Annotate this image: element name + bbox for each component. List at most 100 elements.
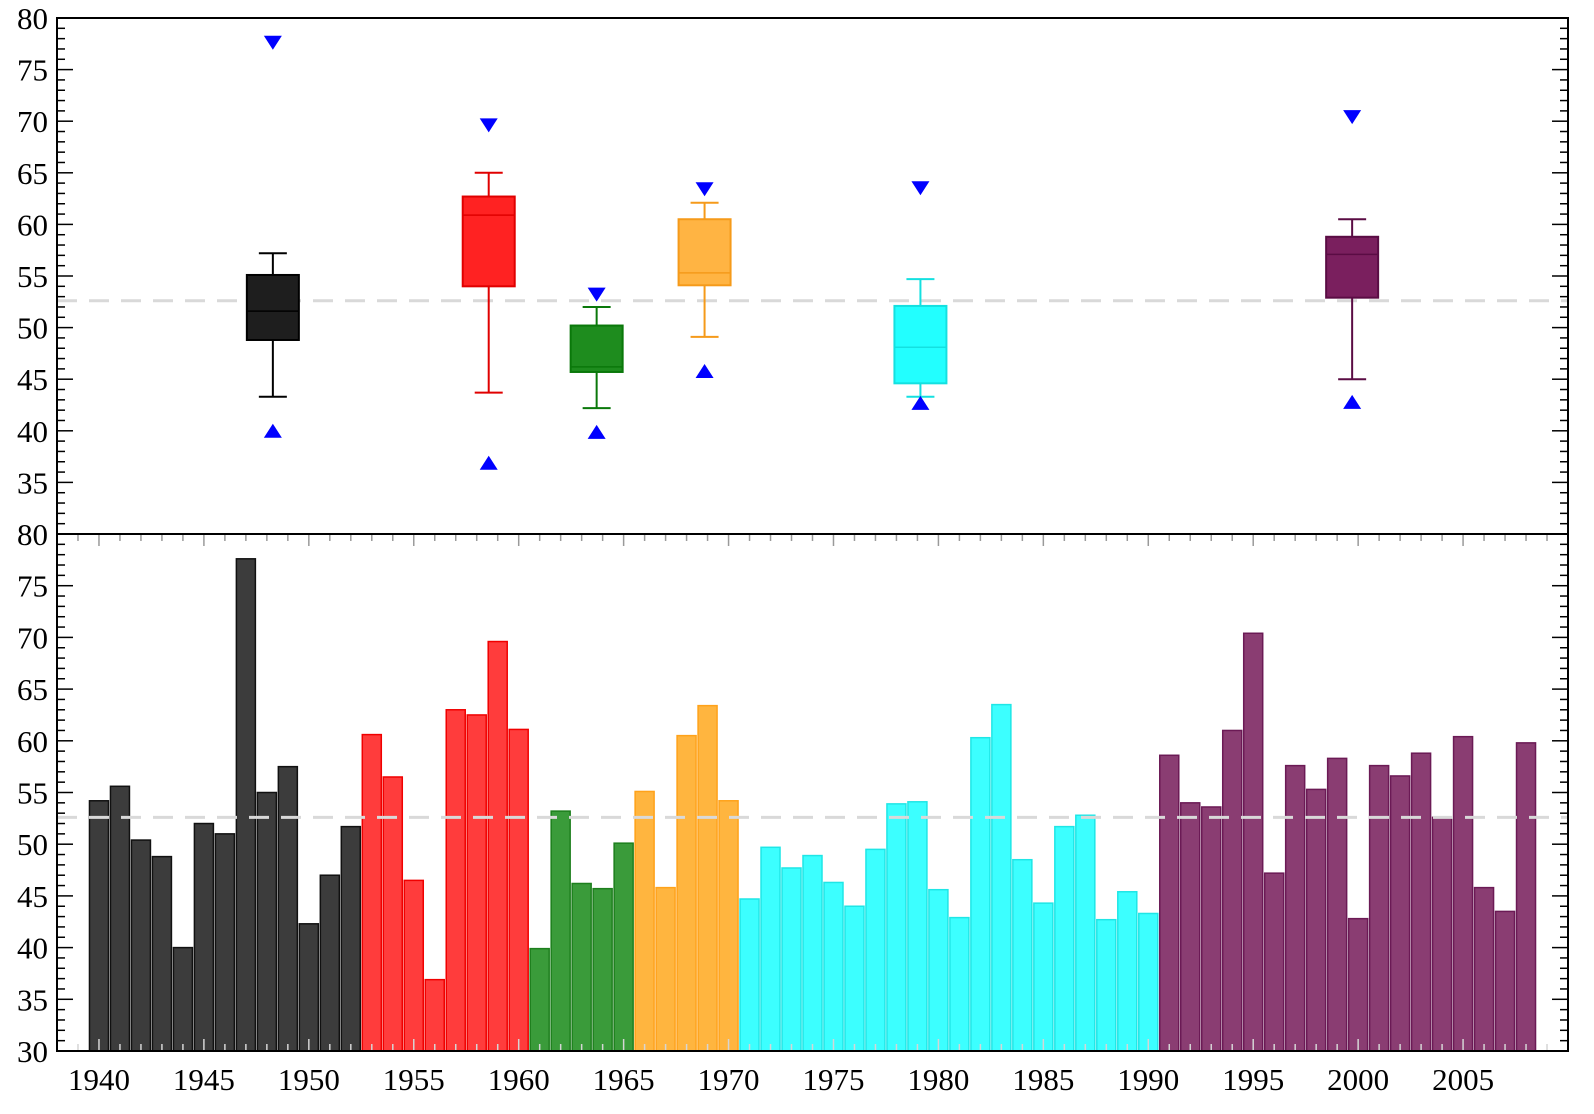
y-tick-label: 75 (17, 53, 48, 88)
y-tick-label: 60 (17, 207, 48, 242)
bottom-plot-frame (56, 533, 1569, 1052)
bar-1963 (571, 882, 592, 1052)
y-tick-label: 75 (17, 569, 48, 604)
box-plot-1 (245, 35, 300, 438)
x-tick-label: 1965 (593, 1062, 655, 1097)
bar-1997 (1284, 764, 1306, 1052)
bar-2006 (1473, 886, 1495, 1052)
x-tick-label: 1990 (1117, 1062, 1179, 1097)
bar-2005 (1452, 735, 1474, 1052)
bar-1941 (109, 785, 131, 1052)
bar-1972 (760, 846, 781, 1052)
bar-1944 (172, 946, 194, 1052)
bar-1991 (1159, 754, 1180, 1052)
bar-1950 (298, 923, 320, 1052)
box (245, 273, 300, 341)
box-plot-5 (893, 181, 948, 410)
bar-1995 (1242, 632, 1264, 1052)
min-marker (479, 455, 498, 470)
y-tick-label: 35 (17, 465, 48, 500)
y-tick-label: 30 (17, 1034, 48, 1069)
y-tick-label: 80 (17, 1, 48, 36)
x-tick-label: 1955 (383, 1062, 445, 1097)
x-tick-label: 1975 (802, 1062, 864, 1097)
box-plot-2 (461, 118, 516, 470)
bar-1960 (508, 728, 529, 1052)
bar-1992 (1180, 802, 1201, 1052)
bar-1949 (277, 765, 299, 1052)
bar-1976 (844, 905, 865, 1052)
y-tick-label: 45 (17, 879, 48, 914)
y-tick-label: 60 (17, 724, 48, 759)
bar-1962 (550, 810, 571, 1052)
bar-1952 (340, 825, 362, 1052)
bar-1986 (1054, 825, 1075, 1052)
y-axis: 80 75 70 65 60 55 50 45 40 35 30 (17, 517, 1568, 1069)
bar-1948 (256, 791, 278, 1052)
box-plot-4 (677, 182, 732, 378)
y-axis: 80 75 70 65 60 55 50 45 40 35 (17, 1, 1568, 535)
y-tick-label: 65 (17, 156, 48, 191)
bar-1957 (445, 709, 466, 1052)
y-tick-label: 45 (17, 362, 48, 397)
bar-1982 (970, 736, 991, 1052)
x-tick-label: 1950 (278, 1062, 340, 1097)
x-tick-label: 1960 (488, 1062, 550, 1097)
y-tick-label: 40 (17, 414, 48, 449)
x-tick-label: 1995 (1222, 1062, 1284, 1097)
bar-1983 (991, 703, 1012, 1052)
bar-1959 (487, 640, 508, 1052)
bar-1999 (1326, 757, 1348, 1052)
bar-1980 (928, 888, 949, 1052)
box (893, 304, 948, 385)
x-tick-label: 2000 (1327, 1062, 1389, 1097)
bar-1956 (424, 978, 445, 1052)
bar-chart-panel: 1940 1945 1950 1955 1960 1965 1970 1975 1980 1985… (17, 517, 1569, 1097)
box (461, 195, 516, 288)
x-tick-label: 1985 (1012, 1062, 1074, 1097)
bar-1988 (1096, 918, 1117, 1052)
bar-1978 (886, 803, 907, 1052)
max-marker (479, 118, 498, 133)
y-tick-label: 70 (17, 620, 48, 655)
min-marker (1343, 394, 1362, 409)
bar-1993 (1200, 806, 1222, 1052)
bar-1998 (1305, 788, 1327, 1052)
bar-series-1 (88, 558, 362, 1052)
min-marker (911, 395, 930, 410)
y-tick-label: 70 (17, 104, 48, 139)
bar-1942 (130, 839, 152, 1052)
bar-1951 (319, 874, 341, 1052)
bar-1955 (403, 879, 425, 1052)
bar-1947 (235, 558, 257, 1052)
y-tick-label: 50 (17, 311, 48, 346)
bar-2001 (1368, 764, 1390, 1052)
max-marker (1343, 110, 1362, 125)
y-tick-label: 55 (17, 776, 48, 811)
min-marker (695, 363, 714, 378)
bar-1945 (193, 822, 215, 1052)
bar-1979 (907, 801, 928, 1052)
box (677, 218, 732, 287)
y-tick-label: 35 (17, 982, 48, 1017)
bar-1987 (1075, 814, 1096, 1052)
y-tick-label: 40 (17, 931, 48, 966)
box (1325, 235, 1380, 299)
bar-1965 (613, 842, 634, 1052)
bar-1981 (949, 916, 970, 1052)
bar-series-5 (739, 703, 1159, 1052)
bar-1964 (592, 887, 613, 1052)
bar-2000 (1347, 917, 1369, 1052)
bar-1953 (361, 733, 383, 1052)
bar-1989 (1117, 891, 1138, 1052)
bar-1958 (466, 714, 487, 1052)
bar-2003 (1410, 752, 1432, 1052)
bar-1940 (88, 800, 110, 1052)
bar-1968 (676, 734, 697, 1052)
x-tick-label: 2005 (1432, 1062, 1494, 1097)
bar-1943 (151, 855, 173, 1052)
bar-1974 (802, 854, 823, 1052)
bar-1975 (823, 881, 844, 1052)
